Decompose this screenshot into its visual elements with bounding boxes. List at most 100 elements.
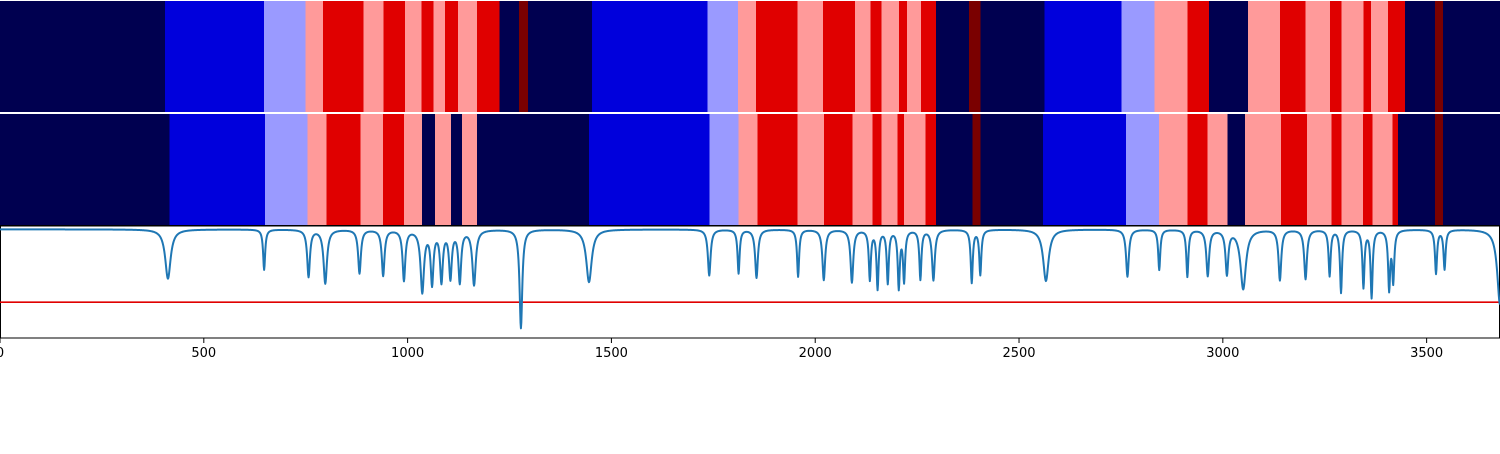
state-segment-light-red: [1159, 114, 1188, 225]
state-segment-red: [822, 1, 856, 112]
state-segment-light-red: [1372, 114, 1393, 225]
state-segment-dark-navy: [421, 114, 436, 225]
state-segment-red: [421, 1, 434, 112]
state-segment-blue: [165, 1, 265, 112]
state-segment-light-red: [881, 114, 899, 225]
state-segment-light-red: [363, 1, 385, 112]
state-segment-light-red: [403, 114, 423, 225]
state-segment-dark-navy: [1405, 1, 1436, 112]
state-segment-dark-navy: [450, 114, 463, 225]
state-segment-light-red: [1341, 114, 1364, 225]
x-tick-label: 3000: [1206, 346, 1239, 361]
state-segment-dark-navy: [1227, 114, 1246, 225]
state-segment-light-blue: [1126, 114, 1160, 225]
state-segment-light-blue: [264, 114, 309, 225]
state-segment-light-red: [1305, 1, 1331, 112]
state-segment-dark-navy: [0, 1, 166, 112]
state-segment-dark-navy: [1442, 1, 1500, 112]
state-segment-red: [897, 114, 905, 225]
x-tick-label: 500: [191, 346, 216, 361]
state-segment-red: [757, 114, 799, 225]
state-segment-light-red: [906, 1, 922, 112]
state-segment-red: [824, 114, 853, 225]
state-segment-red: [1331, 114, 1342, 225]
state-segment-light-blue: [709, 114, 740, 225]
state-segment-light-red: [737, 1, 757, 112]
state-segment-light-red: [1248, 1, 1281, 112]
state-segment-light-red: [1244, 114, 1282, 225]
state-segment-dark-red: [968, 1, 981, 112]
state-segment-red: [1279, 1, 1307, 112]
state-segment-blue: [588, 114, 711, 225]
state-segment-red: [1363, 114, 1373, 225]
state-segment-dark-navy: [1442, 114, 1500, 225]
state-segment-light-red: [1154, 1, 1188, 112]
state-segment-dark-navy: [499, 1, 520, 112]
state-segment-dark-red: [1435, 1, 1444, 112]
state-segment-light-blue: [264, 1, 306, 112]
state-segment-light-red: [305, 1, 324, 112]
state-segment-light-red: [307, 114, 327, 225]
state-segment-red: [1187, 114, 1208, 225]
state-segment-light-red: [458, 1, 478, 112]
state-segment-blue: [169, 114, 266, 225]
state-segment-dark-navy: [935, 1, 970, 112]
x-tick-label: 1500: [595, 346, 628, 361]
state-segment-light-red: [852, 114, 874, 225]
state-segment-light-red: [434, 114, 452, 225]
state-segment-red: [1187, 1, 1210, 112]
state-segment-light-blue: [707, 1, 739, 112]
x-tick-label: 2000: [799, 346, 832, 361]
x-tick-label: 1000: [391, 346, 424, 361]
state-segment-dark-navy: [527, 1, 593, 112]
state-segment-red: [925, 114, 937, 225]
state-segment-dark-navy: [980, 114, 1044, 225]
state-segment-light-red: [1341, 1, 1364, 112]
x-tick-label: 2500: [1002, 346, 1035, 361]
state-segment-light-red: [904, 114, 926, 225]
state-segment-red: [921, 1, 937, 112]
trace-panel-frame: [0, 225, 1500, 339]
state-segment-dark-red: [1434, 114, 1444, 225]
state-segment-dark-navy: [1208, 1, 1249, 112]
state-segment-red: [445, 1, 459, 112]
state-segment-light-red: [433, 1, 446, 112]
state-segment-light-red: [738, 114, 758, 225]
state-segment-dark-navy: [0, 114, 171, 225]
state-segment-dark-red: [518, 1, 529, 112]
x-tick-label: 0: [0, 346, 4, 361]
state-segment-light-red: [360, 114, 384, 225]
state-segment-red: [1363, 1, 1372, 112]
state-segment-light-blue: [1121, 1, 1155, 112]
state-segment-red: [872, 114, 883, 225]
state-segment-red: [756, 1, 799, 112]
signal-trace: [0, 228, 1500, 330]
x-tick-label: 3500: [1410, 346, 1443, 361]
state-segment-dark-navy: [1398, 114, 1436, 225]
state-segment-blue: [591, 1, 709, 112]
state-segment-blue: [1044, 1, 1122, 112]
trace-panel: [0, 225, 1500, 339]
state-segment-light-red: [797, 1, 824, 112]
state-segment-red: [323, 1, 365, 112]
x-axis: 0 500 1000 1500 2000 2500 3000 3500: [0, 338, 1443, 361]
state-segment-light-red: [854, 1, 872, 112]
state-segment-light-red: [797, 114, 825, 225]
state-segment-light-red: [404, 1, 422, 112]
state-segment-light-red: [1207, 114, 1228, 225]
state-segment-light-red: [1307, 114, 1332, 225]
state-segment-red: [476, 1, 501, 112]
state-segment-dark-navy: [935, 114, 974, 225]
state-segment-light-red: [881, 1, 900, 112]
state-segment-blue: [1043, 114, 1127, 225]
state-segment-red: [1330, 1, 1342, 112]
state-segment-red: [1387, 1, 1406, 112]
state-segment-dark-red: [972, 114, 981, 225]
state-segment-light-red: [461, 114, 478, 225]
state-segment-red: [898, 1, 908, 112]
state-segment-red: [383, 114, 405, 225]
state-segment-red: [326, 114, 361, 225]
state-row-top: [0, 1, 1500, 112]
